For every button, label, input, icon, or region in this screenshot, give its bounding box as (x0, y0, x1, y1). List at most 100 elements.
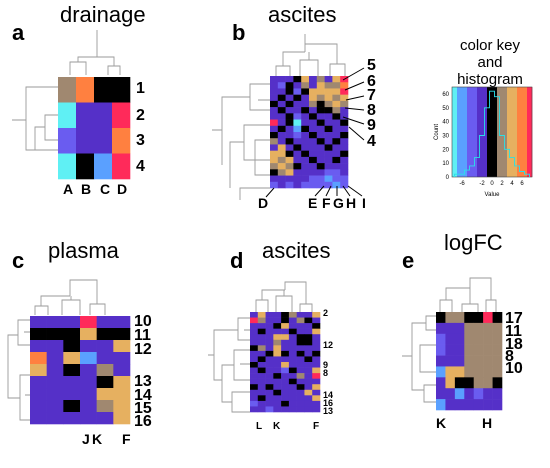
heatmap-cell (250, 378, 259, 385)
heatmap-cell (257, 406, 266, 413)
heatmap-cell (301, 100, 310, 108)
heatmap-cell (277, 175, 286, 183)
color-key-band (474, 87, 478, 177)
heatmap-cell (270, 100, 279, 108)
heatmap-cell (285, 181, 294, 189)
heatmap-cell (113, 328, 131, 341)
heatmap-cell (277, 94, 286, 102)
color-key-band (457, 87, 460, 177)
heatmap-cell (309, 156, 318, 164)
heatmap-cell (454, 312, 465, 324)
heatmap-cell (277, 181, 286, 189)
panel-d-row-label: 2 (323, 308, 328, 318)
panel-a: a drainage 1 2 3 4 A B C D (12, 2, 146, 197)
panel-e-letter: e (402, 248, 414, 273)
heatmap-cell (285, 156, 294, 164)
heatmap-cell (257, 378, 266, 385)
panel-e-column-label: K (436, 415, 446, 431)
heatmap-cell (288, 406, 297, 413)
heatmap-cell (301, 144, 310, 151)
heatmap-cell (301, 125, 310, 133)
heatmap-cell (80, 352, 97, 365)
panel-e-row-label: 8 (505, 348, 514, 365)
heatmap-cell (293, 132, 302, 139)
heatmap-cell (301, 94, 310, 102)
heatmap-cell (316, 113, 325, 120)
panel-d-letter: d (230, 248, 243, 273)
panel-a-column-label: B (81, 181, 91, 197)
heatmap-cell (332, 119, 341, 127)
heatmap-cell (304, 373, 313, 379)
heatmap-cell (46, 388, 64, 401)
heatmap-cell (250, 334, 259, 341)
panel-b-row-label-callouts (342, 67, 365, 141)
heatmap-cell (340, 156, 349, 164)
heatmap-cell (316, 156, 325, 164)
heatmap-cell (288, 317, 297, 324)
heatmap-cell (281, 356, 290, 363)
heatmap-cell (96, 328, 114, 341)
heatmap-cell (293, 76, 302, 83)
heatmap-cell (316, 132, 325, 139)
heatmap-cell (293, 125, 302, 133)
heatmap-cell (80, 412, 97, 425)
panel-c-title: plasma (48, 238, 120, 263)
panel-a-column-label: A (63, 181, 73, 197)
panel-b: b ascites 5 6 7 8 9 4 D E F G H I (212, 2, 376, 211)
heatmap-cell (340, 144, 349, 151)
panel-b-column-label: I (362, 195, 366, 211)
panel-e-column-label: H (482, 415, 492, 431)
panel-b-column-label: G (333, 195, 344, 211)
heatmap-cell (270, 125, 279, 133)
heatmap-cell (324, 181, 333, 189)
heatmap-cell (332, 156, 341, 164)
heatmap-cell (277, 88, 286, 95)
color-key-band (494, 87, 498, 177)
heatmap-cell (270, 156, 279, 164)
heatmap-cell (473, 322, 484, 335)
color-key-title-line: histogram (457, 71, 523, 88)
heatmap-cell (80, 340, 97, 353)
heatmap-cell (30, 340, 47, 353)
heatmap-cell (445, 333, 456, 345)
heatmap-cell (340, 138, 349, 145)
heatmap-cell (250, 350, 259, 357)
heatmap-cell (113, 316, 131, 329)
heatmap-cell (340, 94, 349, 102)
heatmap-cell (473, 388, 484, 400)
heatmap-cell (265, 395, 274, 402)
heatmap-cell (63, 400, 81, 413)
color-key-band (472, 87, 475, 177)
heatmap-cell (332, 113, 341, 120)
heatmap-cell (316, 125, 325, 133)
color-key-band (507, 87, 510, 177)
heatmap-cell (445, 312, 456, 324)
heatmap-cell (324, 175, 333, 183)
heatmap-cell (304, 389, 313, 396)
heatmap-cell (250, 317, 259, 324)
heatmap-cell (464, 388, 475, 400)
heatmap-cell (277, 125, 286, 133)
panel-b-row-label: 4 (367, 133, 376, 150)
color-key-y-label: Count (434, 124, 440, 140)
heatmap-cell (340, 132, 349, 139)
heatmap-cell (30, 352, 47, 365)
panel-d-row-label: 9 (323, 360, 328, 370)
heatmap-cell (332, 150, 341, 158)
heatmap-cell (332, 163, 341, 170)
heatmap-cell (281, 362, 290, 368)
heatmap-cell (30, 388, 47, 401)
heatmap-cell (288, 328, 297, 335)
heatmap-cell (309, 181, 318, 189)
heatmap-cell (46, 316, 64, 329)
color-key-band (479, 87, 483, 177)
panel-b-row-dendrogram (212, 83, 270, 200)
heatmap-cell (316, 181, 325, 189)
heatmap-cell (250, 345, 259, 352)
heatmap-cell (112, 77, 131, 103)
heatmap-cell (324, 76, 333, 83)
heatmap-cell (304, 362, 313, 368)
heatmap-cell (296, 334, 305, 341)
color-key-gradient (452, 87, 533, 177)
heatmap-cell (304, 367, 313, 374)
